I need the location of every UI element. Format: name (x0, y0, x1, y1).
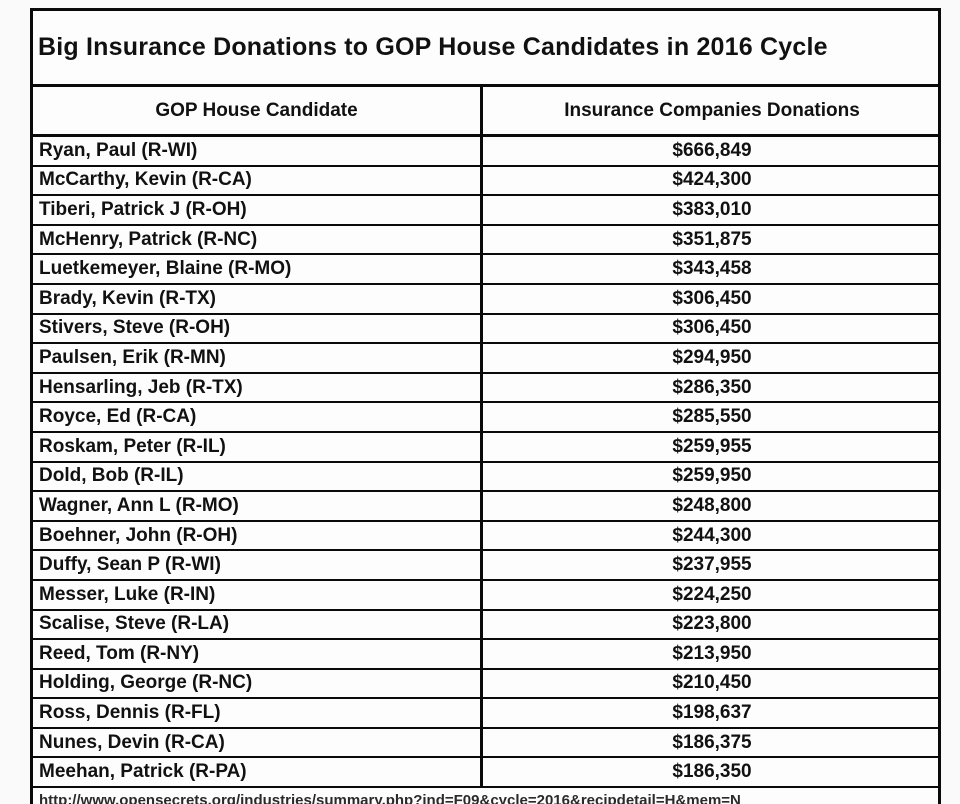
table-row: Luetkemeyer, Blaine (R-MO) $343,458 (33, 255, 938, 285)
candidate-name: Nunes, Devin (R-CA) (39, 731, 225, 753)
donation-amount: $306,450 (480, 314, 941, 343)
donation-amount: $213,950 (480, 640, 941, 668)
donation-amount: $383,010 (480, 196, 941, 224)
donation-amount: $286,350 (480, 373, 941, 402)
table-row: Holding, George (R-NC) $210,450 (33, 669, 941, 700)
candidate-name: Brady, Kevin (R-TX) (39, 287, 217, 309)
candidate-name: Scalise, Steve (R-LA) (39, 613, 230, 635)
column-header-donations: Insurance Companies Donations (480, 87, 941, 134)
donation-amount: $351,875 (480, 225, 941, 254)
table-row: Stivers, Steve (R-OH) $306,450 (33, 314, 941, 345)
donation-amount: $343,458 (480, 255, 941, 283)
table-row: Nunes, Devin (R-CA) $186,375 (33, 728, 941, 759)
table-row: McHenry, Patrick (R-NC) $351,875 (33, 225, 941, 256)
column-header-candidate: GOP House Candidate (155, 99, 358, 121)
candidate-name: Royce, Ed (R-CA) (39, 406, 197, 428)
candidate-name: McCarthy, Kevin (R-CA) (39, 169, 252, 191)
candidate-name: Roskam, Peter (R-IL) (39, 435, 226, 457)
candidate-name: Luetkemeyer, Blaine (R-MO) (39, 258, 292, 280)
candidate-name: Ryan, Paul (R-WI) (39, 139, 198, 161)
table-row: Roskam, Peter (R-IL) $259,955 (33, 432, 941, 463)
table-header-row: GOP House Candidate Insurance Companies … (33, 87, 938, 137)
candidate-name: Hensarling, Jeb (R-TX) (39, 376, 243, 398)
table-row: Wagner, Ann L (R-MO) $248,800 (33, 492, 938, 522)
table-row: Brady, Kevin (R-TX) $306,450 (33, 284, 941, 315)
candidate-name: Paulsen, Erik (R-MN) (39, 346, 226, 368)
donation-amount: $294,950 (480, 344, 941, 372)
table-row: Ross, Dennis (R-FL) $198,637 (33, 699, 938, 729)
donation-amount: $237,955 (480, 551, 941, 579)
donation-amount: $186,375 (480, 728, 941, 757)
table-row: Paulsen, Erik (R-MN) $294,950 (33, 344, 938, 374)
candidate-name: Wagner, Ann L (R-MO) (39, 494, 239, 516)
donation-amount: $424,300 (480, 166, 941, 195)
table-row: Messer, Luke (R-IN) $224,250 (33, 580, 941, 611)
candidate-name: Tiberi, Patrick J (R-OH) (39, 198, 247, 220)
donation-amount: $210,450 (480, 669, 941, 698)
table-row: Meehan, Patrick (R-PA) $186,350 (33, 758, 941, 789)
source-url: http://www.opensecrets.org/industries/su… (39, 792, 741, 804)
donation-amount: $244,300 (480, 521, 941, 550)
table-row: Royce, Ed (R-CA) $285,550 (33, 403, 938, 433)
table-row: Dold, Bob (R-IL) $259,950 (33, 462, 941, 493)
table-row: McCarthy, Kevin (R-CA) $424,300 (33, 166, 941, 197)
candidate-name: Stivers, Steve (R-OH) (39, 317, 231, 339)
candidate-name: Boehner, John (R-OH) (39, 524, 238, 546)
candidate-name: Holding, George (R-NC) (39, 672, 253, 694)
candidate-name: Dold, Bob (R-IL) (39, 465, 184, 487)
table-row: Ryan, Paul (R-WI) $666,849 (33, 137, 938, 167)
donation-amount: $186,350 (480, 758, 941, 787)
candidate-name: Reed, Tom (R-NY) (39, 642, 200, 664)
table-title: Big Insurance Donations to GOP House Can… (33, 11, 938, 87)
donation-amount: $223,800 (480, 610, 941, 639)
donation-amount: $306,450 (480, 284, 941, 313)
donations-table: Big Insurance Donations to GOP House Can… (30, 8, 941, 804)
donation-amount: $248,800 (480, 492, 941, 520)
table-row: Tiberi, Patrick J (R-OH) $383,010 (33, 196, 938, 226)
donation-amount: $259,955 (480, 432, 941, 461)
table-row: Reed, Tom (R-NY) $213,950 (33, 640, 938, 670)
candidate-name: Meehan, Patrick (R-PA) (39, 761, 247, 783)
table-row: Hensarling, Jeb (R-TX) $286,350 (33, 373, 941, 404)
donation-amount: $666,849 (480, 137, 941, 165)
candidate-name: Ross, Dennis (R-FL) (39, 702, 221, 724)
table-row: Scalise, Steve (R-LA) $223,800 (33, 610, 941, 641)
candidate-name: Messer, Luke (R-IN) (39, 583, 216, 605)
donation-amount: $198,637 (480, 699, 941, 727)
donation-amount: $259,950 (480, 462, 941, 491)
candidate-name: Duffy, Sean P (R-WI) (39, 554, 221, 576)
table-row: Boehner, John (R-OH) $244,300 (33, 521, 941, 552)
candidate-name: McHenry, Patrick (R-NC) (39, 228, 258, 250)
donation-amount: $285,550 (480, 403, 941, 431)
donation-amount: $224,250 (480, 580, 941, 609)
table-body: Ryan, Paul (R-WI) $666,849 McCarthy, Kev… (33, 137, 941, 789)
table-row: Duffy, Sean P (R-WI) $237,955 (33, 551, 938, 581)
